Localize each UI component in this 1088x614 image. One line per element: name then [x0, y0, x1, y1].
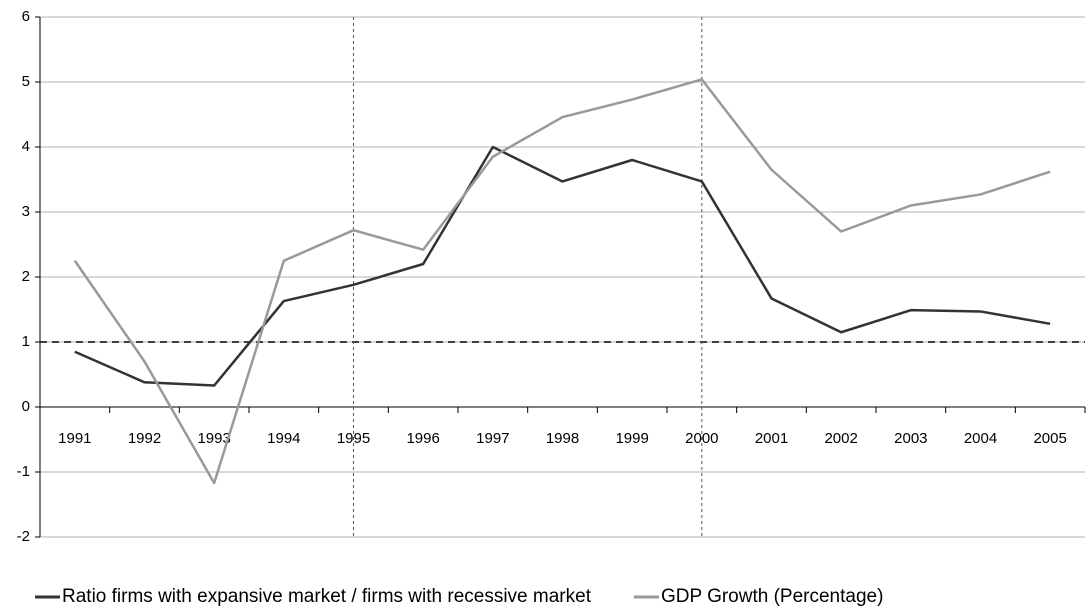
x-tick-label: 2001 — [755, 430, 788, 447]
x-tick-label: 1994 — [267, 430, 300, 447]
series-line — [73, 78, 1051, 485]
x-tick-label: 1993 — [197, 430, 230, 447]
x-tick-label: 1999 — [615, 430, 648, 447]
x-tick-label: 2004 — [964, 430, 997, 447]
y-tick-label: 4 — [22, 138, 30, 155]
y-tick-label: 6 — [22, 8, 30, 25]
legend: Ratio firms with expansive market / firm… — [35, 586, 883, 607]
x-tick-label: 2000 — [685, 430, 718, 447]
x-tick-label: 1996 — [406, 430, 439, 447]
y-tick-label: 2 — [22, 268, 30, 285]
x-tick-label: 1991 — [58, 430, 91, 447]
y-tick-label: -1 — [17, 463, 30, 480]
legend-label: Ratio firms with expansive market / firm… — [62, 586, 592, 607]
x-tick-label: 1995 — [337, 430, 370, 447]
x-tick-label: 2002 — [824, 430, 857, 447]
y-tick-label: 3 — [22, 203, 30, 220]
y-tick-label: 0 — [22, 398, 30, 415]
x-tick-label: 1998 — [546, 430, 579, 447]
x-tick-label: 1997 — [476, 430, 509, 447]
x-tick-label: 1992 — [128, 430, 161, 447]
x-tick-label: 2005 — [1033, 430, 1066, 447]
y-tick-label: 1 — [22, 333, 30, 350]
y-tick-label: 5 — [22, 73, 30, 90]
legend-label: GDP Growth (Percentage) — [661, 586, 883, 607]
series-line — [74, 145, 1051, 387]
y-tick-label: -2 — [17, 528, 30, 545]
x-tick-label: 2003 — [894, 430, 927, 447]
